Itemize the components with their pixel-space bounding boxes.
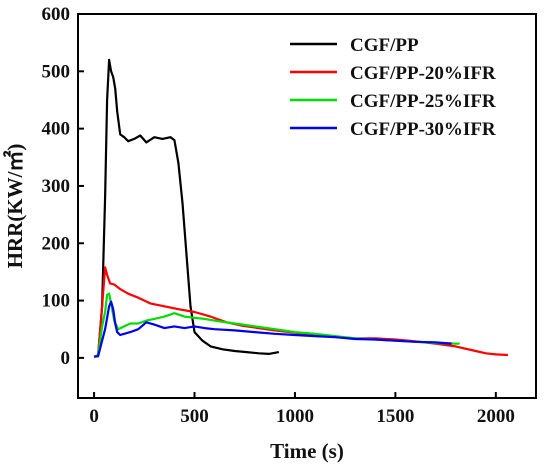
y-tick-label: 0 [61, 348, 71, 369]
legend-label: CGF/PP-25%IFR [350, 91, 496, 112]
plot-lines [93, 58, 508, 358]
x-axis: 0 500 1000 1500 2000 [89, 392, 515, 427]
series-line-1 [93, 58, 280, 358]
y-tick-label: 100 [42, 291, 71, 312]
y-tick-label: 300 [42, 176, 71, 197]
x-tick-label: 1000 [276, 406, 314, 427]
legend-label: CGF/PP [350, 35, 419, 56]
y-axis-title: HRR(KW/㎡) [3, 144, 27, 269]
y-tick-label: 500 [42, 61, 71, 82]
y-tick-label: 200 [42, 233, 71, 254]
plot-frame [77, 13, 537, 399]
y-tick-label: 600 [42, 4, 71, 25]
x-tick-label: 500 [180, 406, 209, 427]
series-line-4 [93, 300, 452, 358]
legend-label: CGF/PP-30%IFR [350, 119, 496, 140]
y-axis: 0 100 200 300 400 500 600 [42, 4, 84, 369]
legend-label: CGF/PP-20%IFR [350, 63, 496, 84]
y-tick-label: 400 [42, 119, 71, 140]
legend: CGF/PP CGF/PP-20%IFR CGF/PP-25%IFR CGF/PP-3… [290, 35, 496, 140]
x-tick-label: 0 [89, 406, 99, 427]
x-axis-title: Time (s) [270, 439, 344, 463]
x-tick-label: 1500 [376, 406, 414, 427]
x-tick-label: 2000 [477, 406, 515, 427]
